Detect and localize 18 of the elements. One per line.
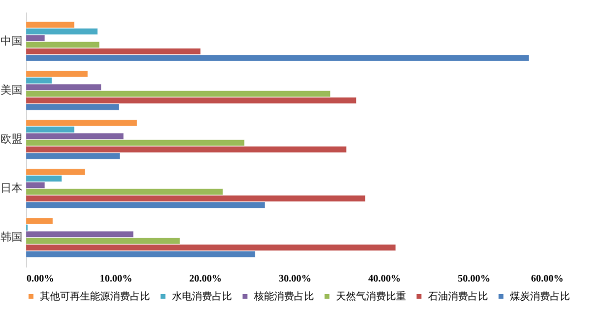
x-tick-label: 50.00%	[458, 274, 490, 284]
y-tick-label: 日本	[0, 182, 22, 195]
x-tick-label: 60.00%	[531, 274, 564, 284]
y-tick-label: 韩国	[0, 230, 22, 244]
legend-label: 天然气消费比重	[336, 290, 406, 302]
legend-label: 其他可再生能源消费占比	[40, 290, 150, 302]
x-tick-label: 40.00%	[368, 274, 401, 284]
y-tick-label: 中国	[0, 34, 22, 48]
y-tick-label: 美国	[0, 83, 22, 96]
legend-label: 核能消费占比	[253, 290, 314, 302]
legend-label: 煤炭消费占比	[510, 290, 570, 302]
legend-label: 石油消费占比	[428, 290, 488, 302]
x-tick-label: 30.00%	[278, 274, 312, 284]
x-tick-label: 10.00%	[100, 274, 132, 284]
x-tick-label: 20.00%	[189, 274, 222, 284]
y-tick-label: 欧盟	[0, 132, 22, 146]
legend-label: 水电消费占比	[172, 290, 232, 302]
x-tick-label: 0.00%	[26, 274, 54, 284]
